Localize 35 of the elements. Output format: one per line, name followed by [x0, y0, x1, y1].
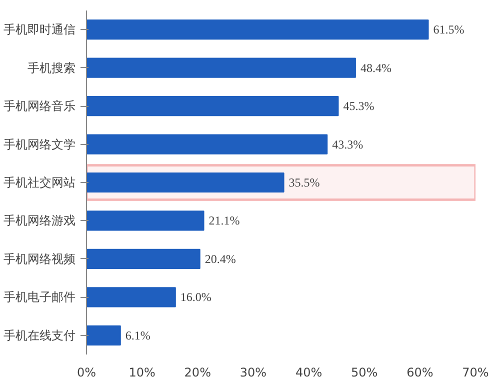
data-label: 21.1%	[208, 214, 240, 228]
y-tick-label: 手机网络音乐	[4, 99, 76, 114]
data-label: 61.5%	[433, 22, 464, 37]
y-tick-label: 手机社交网站	[4, 176, 76, 190]
x-tick-label: 0%	[76, 366, 96, 380]
bar	[86, 287, 176, 308]
x-tick-label: 40%	[295, 366, 322, 380]
data-label: 16.0%	[180, 290, 212, 304]
bar	[86, 325, 121, 346]
y-tick-label: 手机电子邮件	[4, 290, 76, 304]
y-tick-label: 手机网络视频	[4, 252, 76, 266]
x-tick-label: 10%	[128, 366, 156, 380]
data-label: 35.5%	[288, 176, 320, 190]
y-tick-label: 手机在线支付	[4, 328, 76, 342]
x-tick-label: 60%	[406, 366, 434, 380]
bar	[86, 20, 429, 40]
data-label: 6.1%	[125, 328, 150, 342]
data-label: 43.3%	[332, 137, 364, 152]
data-label: 45.3%	[343, 99, 374, 114]
bar	[86, 58, 356, 78]
data-label: 20.4%	[204, 252, 236, 266]
y-tick-label: 手机网络文学	[4, 137, 76, 152]
bar	[86, 96, 339, 116]
bar	[86, 172, 284, 193]
x-tick-label: 30%	[240, 366, 267, 380]
bar	[86, 134, 328, 154]
data-label: 48.4%	[360, 60, 392, 75]
x-tick-label: 70%	[462, 366, 489, 380]
y-tick-label: 手机搜索	[28, 60, 76, 75]
x-tick-label: 20%	[184, 366, 211, 380]
bar	[86, 248, 200, 269]
bar	[86, 210, 204, 231]
y-tick-label: 手机网络游戏	[4, 214, 76, 228]
x-tick-label: 50%	[351, 366, 378, 380]
y-tick-label: 手机即时通信	[4, 22, 76, 37]
